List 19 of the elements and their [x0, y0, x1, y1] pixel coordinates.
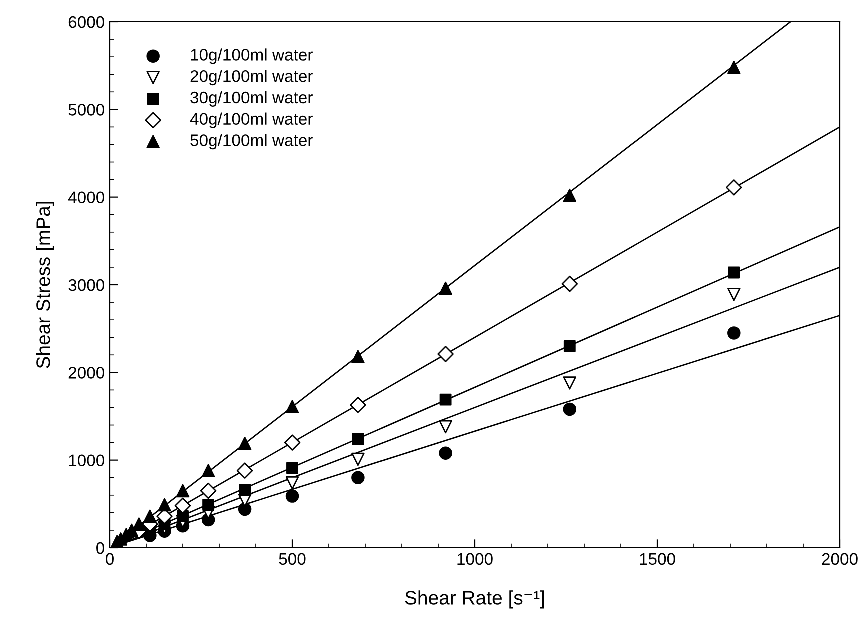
- x-tick-label: 1500: [640, 553, 676, 566]
- y-tick-label: 5000: [68, 104, 104, 116]
- y-tick-label: 3000: [68, 279, 104, 292]
- y-tick-label: 0: [96, 542, 104, 554]
- y-tick-label: 6000: [68, 16, 104, 28]
- legend-label: 50g/100ml water: [190, 134, 313, 150]
- x-tick-label: 0: [106, 553, 114, 566]
- y-tick-label: 1000: [69, 454, 104, 467]
- x-axis-title: Shear Rate [s⁻¹]: [405, 590, 544, 609]
- legend-label: 20g/100ml water: [190, 70, 313, 86]
- x-tick-label: 500: [279, 553, 306, 566]
- legend-label: 10g/100ml water: [191, 48, 313, 64]
- x-tick-label: 2000: [822, 553, 858, 566]
- legend-label: 40g/100ml water: [190, 112, 313, 128]
- y-tick-label: 2000: [68, 367, 104, 379]
- x-tick-label: 1000: [458, 553, 493, 566]
- y-tick-label: 4000: [68, 192, 104, 204]
- legend-label: 30g/100ml water: [190, 91, 313, 107]
- y-axis-title: Shear Stress [mPa]: [36, 202, 54, 368]
